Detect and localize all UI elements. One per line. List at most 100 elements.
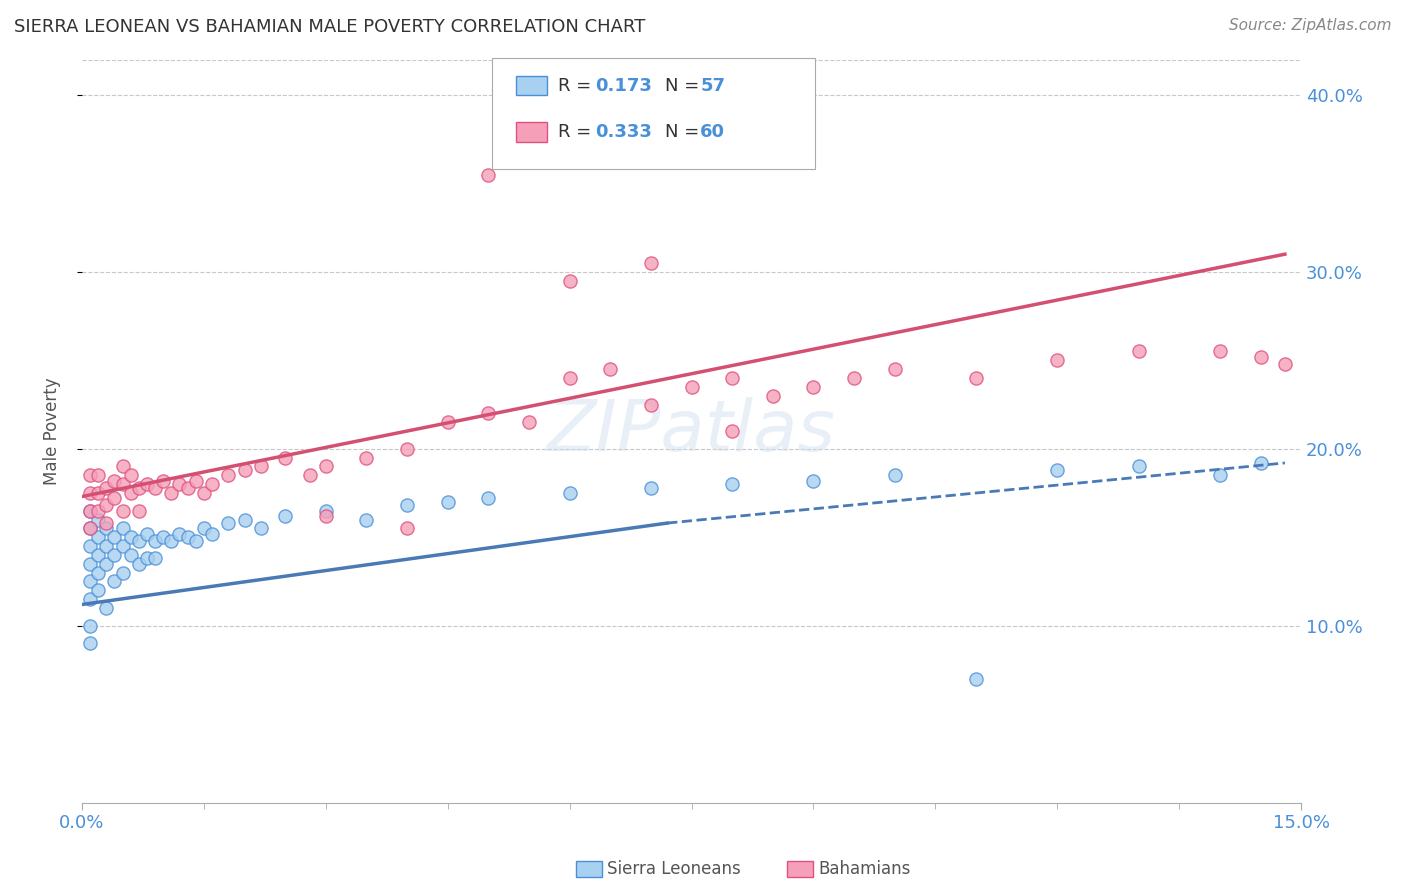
Point (136, 477, 159, 491)
Point (1250, 350, 1272, 364)
Point (721, 424, 744, 438)
Point (1250, 456, 1272, 470)
Text: R =: R = (558, 123, 598, 141)
Point (640, 256, 662, 270)
Point (96, 539, 118, 553)
Point (883, 468, 905, 483)
Point (1128, 459, 1150, 474)
Text: 0.333: 0.333 (595, 123, 651, 141)
Point (803, 380, 825, 394)
Point (965, 672, 987, 686)
Point (201, 526, 224, 541)
Point (640, 398, 662, 412)
Point (356, 512, 378, 526)
Point (1209, 468, 1232, 483)
Point (79, 521, 101, 535)
Point (79, 468, 101, 483)
Point (79, 574, 101, 589)
Point (193, 486, 215, 500)
Point (120, 486, 142, 500)
Point (79, 486, 101, 500)
Text: ZIPatlas: ZIPatlas (547, 397, 837, 466)
Point (176, 530, 198, 544)
Point (152, 530, 174, 544)
Point (120, 468, 142, 483)
Text: 0.173: 0.173 (595, 77, 651, 95)
Point (436, 415, 458, 429)
Point (965, 371, 987, 385)
Point (184, 474, 207, 488)
Point (111, 539, 134, 553)
Point (1128, 344, 1150, 359)
Text: SIERRA LEONEAN VS BAHAMIAN MALE POVERTY CORRELATION CHART: SIERRA LEONEAN VS BAHAMIAN MALE POVERTY … (14, 18, 645, 36)
Point (558, 274, 581, 288)
Text: N =: N = (665, 77, 704, 95)
Point (96, 481, 118, 495)
Point (111, 459, 134, 474)
Point (217, 468, 239, 483)
Text: N =: N = (665, 123, 704, 141)
Point (79, 521, 101, 535)
Point (883, 362, 905, 376)
Point (1274, 357, 1296, 371)
Point (87, 486, 110, 500)
Point (1209, 344, 1232, 359)
Point (143, 551, 166, 566)
Point (120, 548, 142, 562)
Point (169, 477, 191, 491)
Point (111, 521, 134, 535)
Point (87, 583, 110, 598)
Point (640, 481, 662, 495)
Point (96, 557, 118, 571)
Point (87, 468, 110, 483)
Point (160, 486, 183, 500)
Point (477, 406, 499, 420)
Point (143, 481, 166, 495)
Point (103, 530, 125, 544)
Point (396, 442, 419, 456)
Point (599, 362, 621, 376)
Point (79, 504, 101, 518)
Point (249, 521, 271, 535)
Point (842, 371, 865, 385)
Point (315, 459, 337, 474)
Point (721, 477, 744, 491)
Point (762, 389, 785, 403)
Point (315, 508, 337, 523)
Text: Source: ZipAtlas.com: Source: ZipAtlas.com (1229, 18, 1392, 33)
Text: 60: 60 (700, 123, 725, 141)
Point (103, 548, 125, 562)
Point (217, 516, 239, 530)
Point (249, 459, 271, 474)
Point (477, 491, 499, 506)
Point (1046, 463, 1069, 477)
Point (87, 504, 110, 518)
Point (87, 530, 110, 544)
Point (681, 380, 703, 394)
Point (120, 530, 142, 544)
Point (721, 371, 744, 385)
Point (79, 504, 101, 518)
Point (111, 477, 134, 491)
Point (136, 551, 159, 566)
Point (274, 450, 297, 465)
Point (803, 474, 825, 488)
Point (128, 533, 150, 548)
Point (136, 526, 159, 541)
Point (96, 601, 118, 615)
Point (356, 450, 378, 465)
Point (111, 504, 134, 518)
Point (143, 533, 166, 548)
Text: Sierra Leoneans: Sierra Leoneans (607, 860, 741, 878)
Point (79, 539, 101, 553)
Text: Bahamians: Bahamians (818, 860, 911, 878)
Point (396, 499, 419, 513)
Point (517, 415, 540, 429)
Point (396, 521, 419, 535)
Point (103, 474, 125, 488)
Point (79, 557, 101, 571)
Text: R =: R = (558, 77, 598, 95)
Point (111, 566, 134, 580)
Point (87, 566, 110, 580)
Point (201, 477, 224, 491)
